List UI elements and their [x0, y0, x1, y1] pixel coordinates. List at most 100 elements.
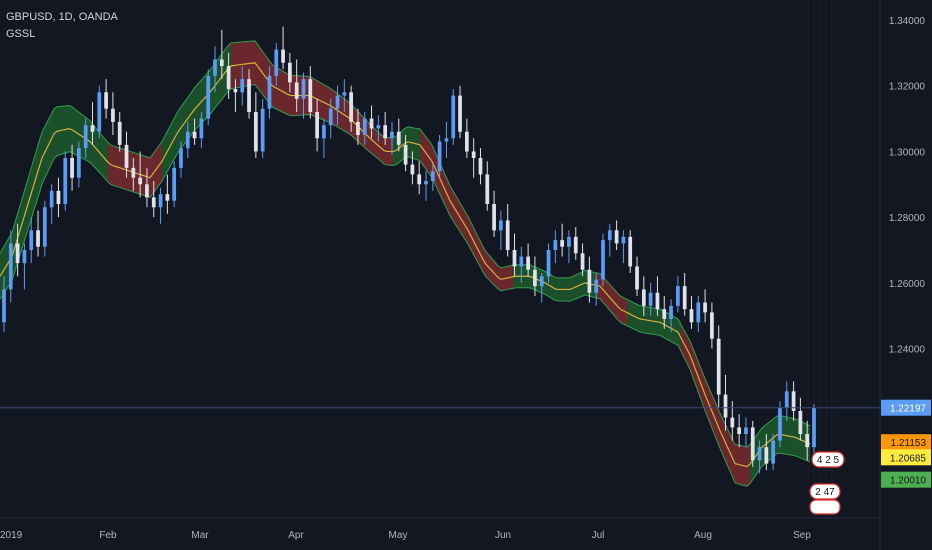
candle-body[interactable]: [369, 118, 374, 129]
candle-body[interactable]: [471, 151, 476, 158]
candle-body[interactable]: [546, 250, 551, 277]
candle-body[interactable]: [124, 144, 129, 168]
candle-body[interactable]: [117, 121, 122, 145]
candle-body[interactable]: [703, 302, 707, 313]
candle-body[interactable]: [723, 394, 728, 418]
candle-body[interactable]: [505, 220, 510, 250]
candle-body[interactable]: [716, 338, 721, 395]
symbol-title[interactable]: GBPUSD, 1D, OANDA: [6, 11, 118, 23]
event-badge-top[interactable]: 4 2 5: [817, 455, 840, 466]
candle-body[interactable]: [362, 118, 367, 135]
candle-body[interactable]: [430, 171, 435, 181]
candle-body[interactable]: [165, 194, 170, 201]
candle-body[interactable]: [83, 125, 88, 149]
last-price-tag[interactable]: 1.22197: [890, 404, 927, 415]
candle-body[interactable]: [437, 141, 442, 172]
candle-body[interactable]: [90, 125, 95, 132]
candle-body[interactable]: [267, 75, 272, 109]
candle-body[interactable]: [805, 434, 810, 448]
candle-body[interactable]: [580, 253, 585, 270]
candle-body[interactable]: [390, 131, 394, 139]
candle-body[interactable]: [675, 286, 680, 306]
candle-body[interactable]: [138, 177, 143, 185]
candle-body[interactable]: [737, 427, 741, 434]
candle-body[interactable]: [669, 305, 673, 319]
candle-body[interactable]: [710, 312, 714, 339]
band-lower-tag[interactable]: 1.20685: [890, 453, 927, 464]
candle-body[interactable]: [77, 148, 81, 178]
candle-body[interactable]: [247, 79, 251, 112]
candle-body[interactable]: [744, 427, 748, 434]
candle-body[interactable]: [63, 158, 68, 204]
candle-body[interactable]: [791, 391, 796, 411]
candle-body[interactable]: [648, 292, 653, 306]
candle-body[interactable]: [49, 190, 54, 208]
candle-body[interactable]: [464, 131, 469, 152]
candle-body[interactable]: [104, 92, 108, 109]
candle-body[interactable]: [274, 49, 279, 76]
candle-body[interactable]: [349, 92, 354, 122]
candle-body[interactable]: [764, 447, 769, 464]
candle-body[interactable]: [573, 236, 578, 254]
candle-body[interactable]: [226, 66, 231, 89]
candle-body[interactable]: [730, 417, 735, 428]
candle-body[interactable]: [199, 118, 204, 139]
candle-body[interactable]: [260, 108, 265, 152]
candle-body[interactable]: [15, 243, 20, 264]
candle-body[interactable]: [301, 79, 306, 99]
candle-body[interactable]: [567, 236, 571, 247]
candle-body[interactable]: [294, 82, 299, 99]
candle-body[interactable]: [185, 131, 190, 149]
candle-body[interactable]: [662, 309, 667, 319]
candle-body[interactable]: [158, 194, 163, 208]
candle-body[interactable]: [526, 256, 530, 270]
candle-body[interactable]: [288, 62, 292, 83]
candle-body[interactable]: [778, 407, 782, 441]
candle-body[interactable]: [328, 108, 333, 126]
candle-body[interactable]: [36, 230, 40, 247]
candle-body[interactable]: [240, 79, 245, 93]
candle-body[interactable]: [628, 236, 633, 267]
candle-body[interactable]: [213, 59, 217, 76]
candle-body[interactable]: [42, 207, 47, 247]
candle-body[interactable]: [151, 197, 156, 208]
candle-body[interactable]: [356, 121, 360, 135]
candle-body[interactable]: [22, 250, 27, 264]
candle-body[interactable]: [219, 59, 224, 66]
candle-body[interactable]: [689, 309, 694, 323]
candle-body[interactable]: [458, 95, 462, 132]
candle-body[interactable]: [56, 190, 61, 204]
candle-body[interactable]: [131, 167, 136, 178]
candle-body[interactable]: [383, 125, 388, 139]
candle-body[interactable]: [621, 236, 626, 244]
candle-body[interactable]: [396, 131, 401, 145]
candle-body[interactable]: [29, 230, 34, 250]
candle-body[interactable]: [179, 148, 183, 168]
candle-body[interactable]: [696, 302, 701, 323]
candle-body[interactable]: [410, 164, 415, 175]
candle-body[interactable]: [424, 181, 428, 185]
candle-body[interactable]: [315, 112, 319, 139]
candle-body[interactable]: [682, 286, 687, 310]
candle-body[interactable]: [533, 269, 537, 287]
candle-body[interactable]: [485, 174, 490, 204]
band-mid-tag[interactable]: 1.21153: [891, 438, 927, 449]
candle-body[interactable]: [2, 289, 6, 323]
candle-body[interactable]: [560, 240, 565, 247]
candle-body[interactable]: [601, 240, 605, 280]
candle-body[interactable]: [757, 447, 762, 461]
candle-body[interactable]: [771, 440, 776, 464]
candle-body[interactable]: [376, 125, 381, 129]
candle-body[interactable]: [539, 276, 544, 287]
candle-body[interactable]: [512, 250, 517, 267]
candle-body[interactable]: [553, 240, 558, 250]
candle-body[interactable]: [641, 289, 646, 306]
indicator-name[interactable]: GSSL: [6, 28, 36, 40]
candle-body[interactable]: [308, 79, 313, 112]
candle-body[interactable]: [111, 108, 115, 122]
candle-body[interactable]: [281, 49, 285, 63]
candle-body[interactable]: [444, 138, 449, 142]
candle-body[interactable]: [417, 174, 422, 185]
candle-body[interactable]: [233, 89, 238, 93]
